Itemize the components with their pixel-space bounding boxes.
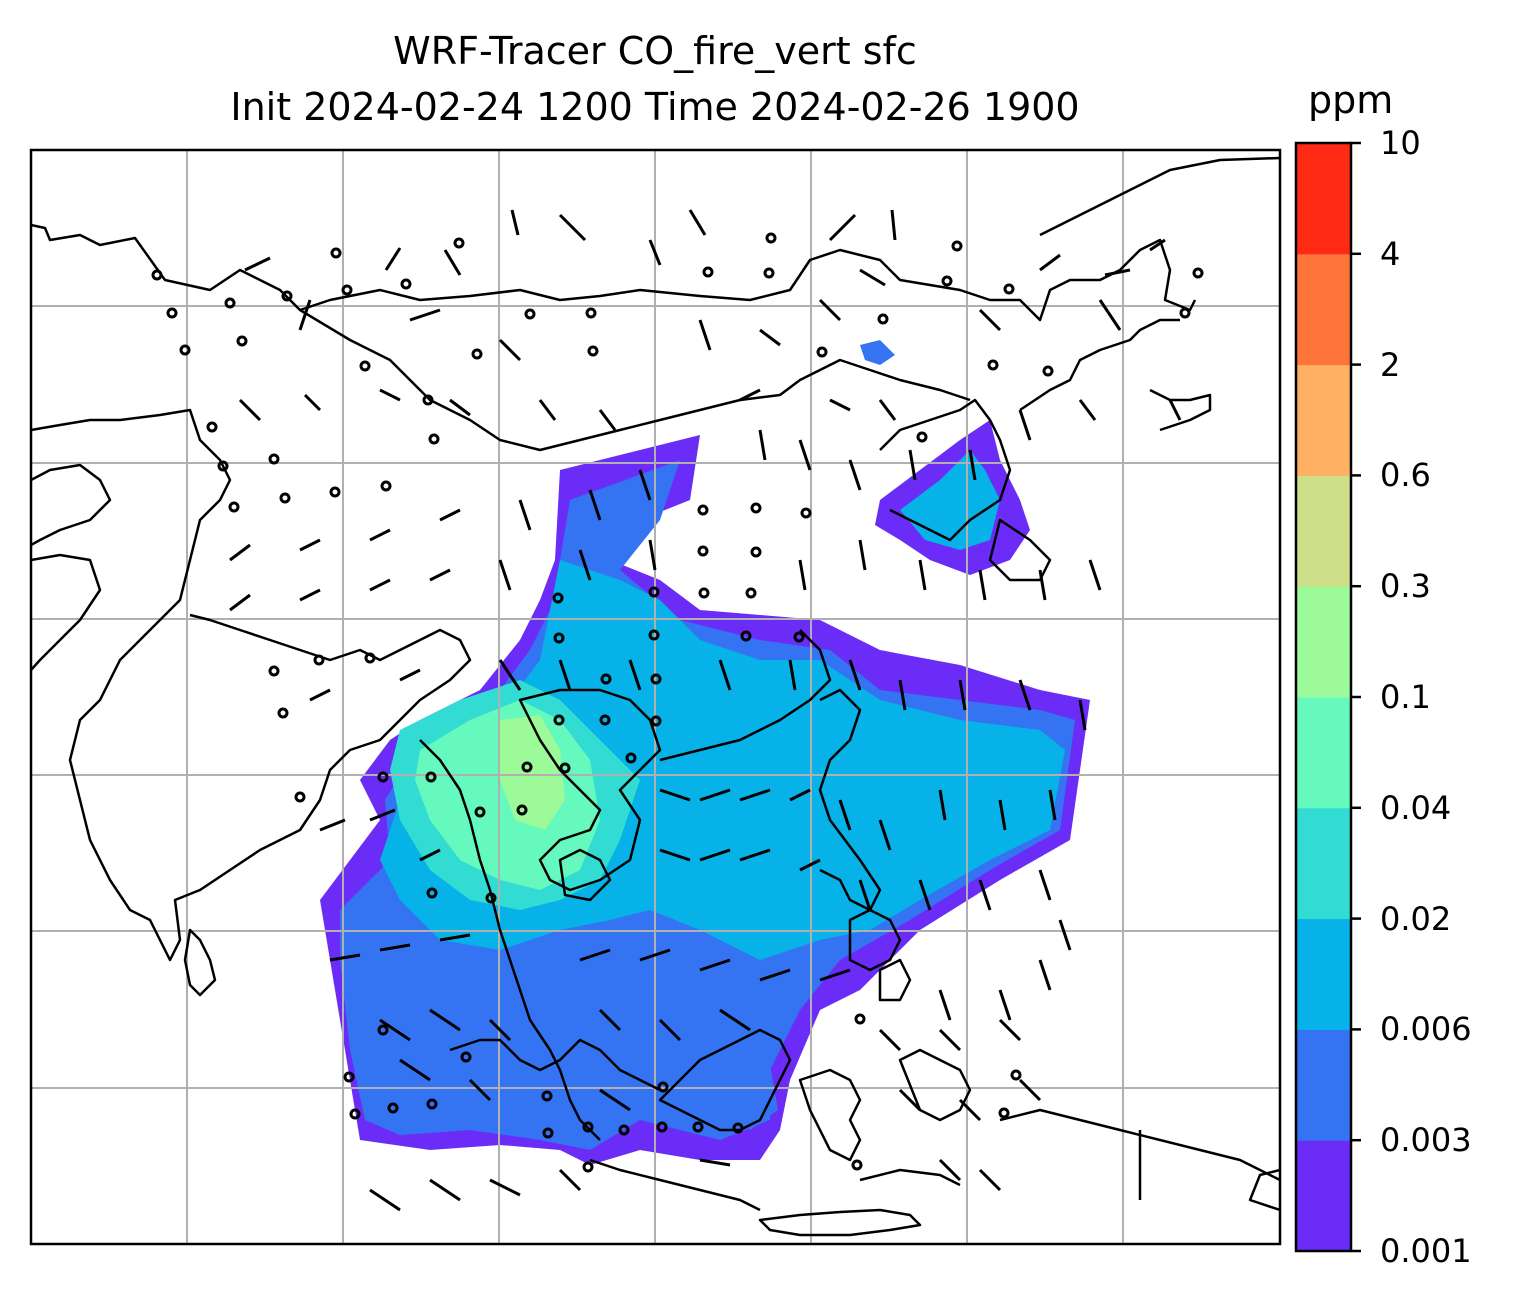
lat-lon-gridlines	[31, 150, 1280, 1244]
colorbar-tick-label: 0.006	[1380, 1010, 1472, 1049]
colorbar-unit: ppm	[1308, 78, 1394, 122]
colorbar-tick-label: 0.001	[1380, 1232, 1472, 1270]
co-plume	[320, 340, 1090, 1165]
plume-layer-0.003-small-1	[860, 340, 895, 365]
colorbar-tick-label: 2	[1380, 345, 1401, 384]
colorbar-segment	[1296, 918, 1351, 1030]
colorbar-tick-label: 0.02	[1380, 899, 1452, 938]
calm-wind-markers	[151, 232, 1204, 1173]
colorbar-tick-label: 0.3	[1380, 567, 1431, 606]
map-frame	[29, 148, 1282, 1246]
colorbar-tick-label: 10	[1380, 124, 1421, 162]
colorbar-tick-label: 0.003	[1380, 1121, 1472, 1160]
colorbar-segment	[1296, 253, 1351, 366]
title-line-2: Init 2024-02-24 1200 Time 2024-02-26 190…	[230, 85, 1080, 129]
colorbar-segment	[1296, 1140, 1351, 1252]
title-line-1: WRF-Tracer CO_fire_vert sfc	[393, 29, 917, 73]
colorbar-segment	[1296, 586, 1351, 698]
colorbar-segment	[1296, 697, 1351, 809]
colorbar-segment	[1296, 807, 1351, 920]
plume-layer-0.1	[500, 715, 565, 830]
colorbar-tick-label: 4	[1380, 234, 1401, 273]
wind-barbs	[229, 209, 1182, 1212]
colorbar-tick-label: 0.1	[1380, 678, 1431, 716]
colorbar-tick-label: 0.6	[1380, 456, 1431, 495]
colorbar-segment	[1296, 475, 1351, 587]
colorbar-segment	[1296, 143, 1351, 255]
colorbar-segment	[1296, 364, 1351, 476]
colorbar	[1294, 141, 1361, 1253]
colorbar-segment	[1296, 1029, 1351, 1141]
colorbar-tick-label: 0.04	[1380, 788, 1452, 827]
